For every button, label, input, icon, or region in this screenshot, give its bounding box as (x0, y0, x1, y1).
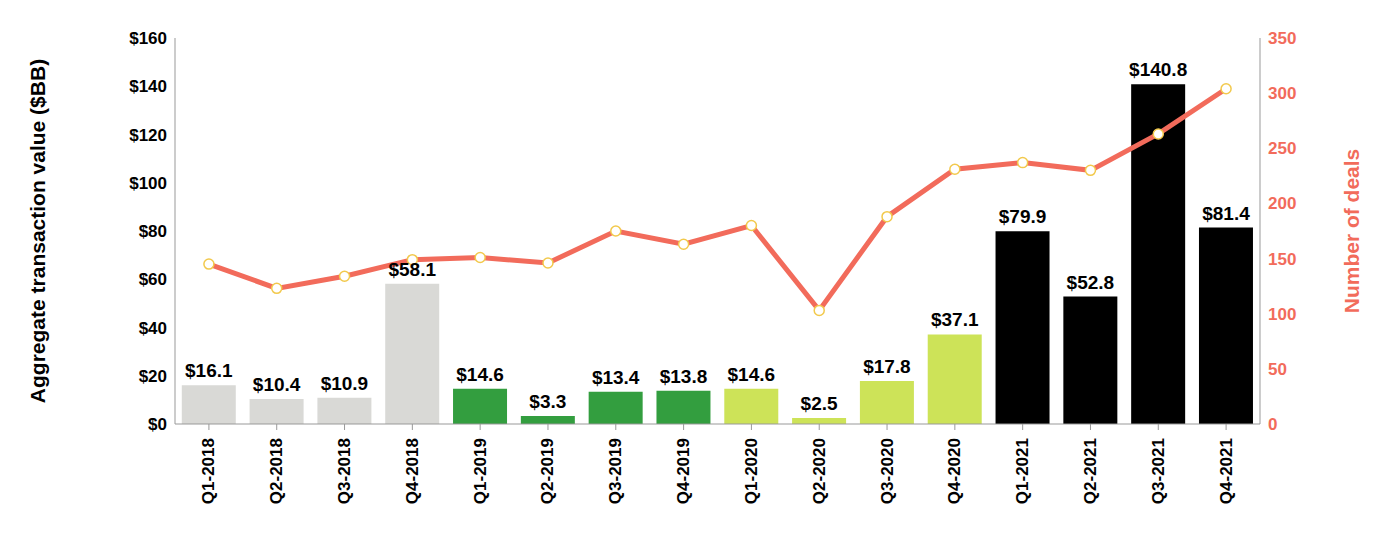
svg-text:$160: $160 (129, 29, 167, 48)
svg-text:Q3-2021: Q3-2021 (1149, 438, 1168, 504)
svg-text:$3.3: $3.3 (529, 391, 566, 412)
svg-text:$40: $40 (139, 319, 167, 338)
svg-text:$52.8: $52.8 (1067, 272, 1115, 293)
svg-text:$80: $80 (139, 222, 167, 241)
svg-text:Q1-2021: Q1-2021 (1013, 438, 1032, 504)
svg-text:Aggregate transaction value ($: Aggregate transaction value ($BB) (26, 59, 49, 403)
svg-text:Q2-2020: Q2-2020 (810, 438, 829, 504)
svg-text:$140: $140 (129, 77, 167, 96)
svg-text:$100: $100 (129, 174, 167, 193)
svg-text:Q1-2020: Q1-2020 (742, 438, 761, 504)
svg-text:Q1-2019: Q1-2019 (471, 438, 490, 504)
svg-text:Q2-2019: Q2-2019 (538, 438, 557, 504)
svg-text:Q1-2018: Q1-2018 (199, 438, 218, 504)
svg-text:100: 100 (1268, 305, 1296, 324)
svg-text:50: 50 (1268, 360, 1287, 379)
svg-text:$16.1: $16.1 (185, 360, 233, 381)
svg-text:250: 250 (1268, 139, 1296, 158)
svg-text:$13.4: $13.4 (592, 367, 640, 388)
svg-text:$58.1: $58.1 (388, 259, 436, 280)
svg-text:$13.8: $13.8 (660, 366, 708, 387)
svg-text:$10.4: $10.4 (253, 374, 301, 395)
svg-text:Q4-2019: Q4-2019 (674, 438, 693, 504)
svg-text:Q3-2020: Q3-2020 (878, 438, 897, 504)
svg-text:$2.5: $2.5 (801, 393, 838, 414)
svg-text:$10.9: $10.9 (321, 373, 369, 394)
svg-text:Q2-2018: Q2-2018 (267, 438, 286, 504)
svg-text:350: 350 (1268, 29, 1296, 48)
svg-text:$0: $0 (148, 415, 167, 434)
svg-text:$60: $60 (139, 270, 167, 289)
svg-text:300: 300 (1268, 84, 1296, 103)
svg-text:$14.6: $14.6 (456, 364, 504, 385)
svg-text:Q3-2018: Q3-2018 (335, 438, 354, 504)
svg-text:Q3-2019: Q3-2019 (606, 438, 625, 504)
svg-text:$79.9: $79.9 (999, 206, 1047, 227)
svg-text:Q4-2020: Q4-2020 (945, 438, 964, 504)
svg-text:$140.8: $140.8 (1129, 59, 1187, 80)
svg-text:$120: $120 (129, 126, 167, 145)
svg-text:Q4-2018: Q4-2018 (403, 438, 422, 504)
svg-text:200: 200 (1268, 194, 1296, 213)
svg-text:$20: $20 (139, 367, 167, 386)
svg-text:$37.1: $37.1 (931, 309, 979, 330)
svg-text:$14.6: $14.6 (728, 364, 776, 385)
svg-text:Q2-2021: Q2-2021 (1081, 438, 1100, 504)
svg-text:0: 0 (1268, 415, 1277, 434)
svg-text:$17.8: $17.8 (863, 356, 911, 377)
svg-text:150: 150 (1268, 250, 1296, 269)
svg-text:Q4-2021: Q4-2021 (1217, 438, 1236, 504)
svg-text:Number of deals: Number of deals (1340, 149, 1363, 314)
svg-text:$81.4: $81.4 (1202, 203, 1250, 224)
